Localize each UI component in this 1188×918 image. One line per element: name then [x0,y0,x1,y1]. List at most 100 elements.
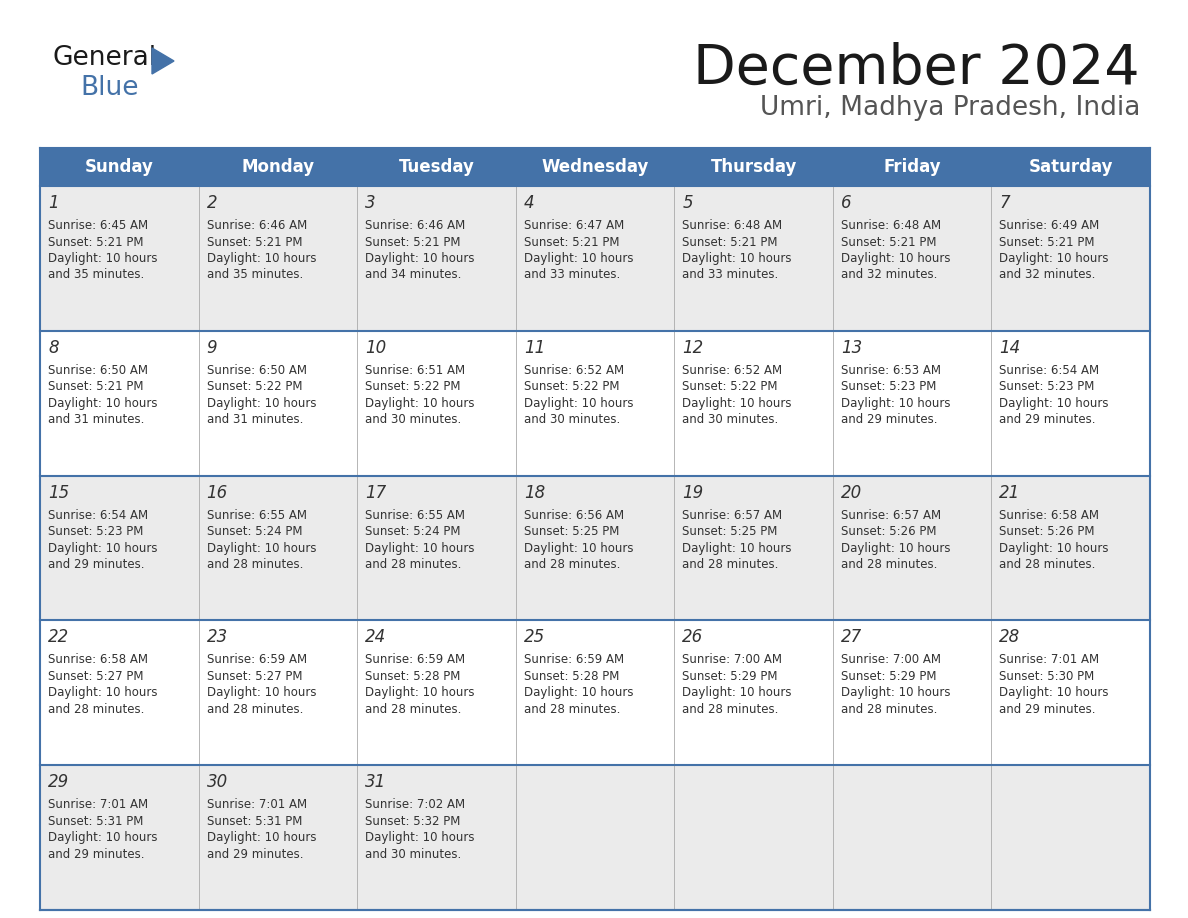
Text: and 35 minutes.: and 35 minutes. [207,268,303,282]
Text: 6: 6 [841,194,852,212]
Text: Daylight: 10 hours: Daylight: 10 hours [207,542,316,554]
Text: 5: 5 [682,194,693,212]
Text: Sunrise: 6:45 AM: Sunrise: 6:45 AM [48,219,148,232]
Text: Saturday: Saturday [1029,158,1113,176]
Text: 21: 21 [999,484,1020,501]
Text: Daylight: 10 hours: Daylight: 10 hours [682,397,791,409]
Text: Daylight: 10 hours: Daylight: 10 hours [841,687,950,700]
Text: Daylight: 10 hours: Daylight: 10 hours [524,687,633,700]
Text: 17: 17 [365,484,386,501]
Text: Sunset: 5:21 PM: Sunset: 5:21 PM [48,236,144,249]
Text: Sunset: 5:21 PM: Sunset: 5:21 PM [841,236,936,249]
Text: Blue: Blue [80,75,139,101]
Text: Daylight: 10 hours: Daylight: 10 hours [524,542,633,554]
Text: Sunset: 5:25 PM: Sunset: 5:25 PM [682,525,778,538]
Text: and 28 minutes.: and 28 minutes. [207,558,303,571]
Text: Daylight: 10 hours: Daylight: 10 hours [524,397,633,409]
Text: and 30 minutes.: and 30 minutes. [365,413,461,426]
Text: and 30 minutes.: and 30 minutes. [524,413,620,426]
Text: Daylight: 10 hours: Daylight: 10 hours [999,252,1108,265]
Bar [40,621,1150,766]
Text: Sunrise: 6:58 AM: Sunrise: 6:58 AM [999,509,1099,521]
Text: Sunrise: 6:49 AM: Sunrise: 6:49 AM [999,219,1100,232]
Text: Umri, Madhya Pradesh, India: Umri, Madhya Pradesh, India [759,95,1140,121]
Text: 22: 22 [48,629,69,646]
Text: and 30 minutes.: and 30 minutes. [365,847,461,861]
Polygon shape [152,48,173,74]
Text: 4: 4 [524,194,535,212]
Text: Sunset: 5:21 PM: Sunset: 5:21 PM [365,236,461,249]
Text: Sunrise: 6:50 AM: Sunrise: 6:50 AM [48,364,148,376]
Text: Tuesday: Tuesday [398,158,474,176]
Text: Daylight: 10 hours: Daylight: 10 hours [365,542,475,554]
Bar [40,476,1150,621]
Text: and 29 minutes.: and 29 minutes. [999,703,1095,716]
Text: Sunrise: 6:46 AM: Sunrise: 6:46 AM [207,219,307,232]
Text: Daylight: 10 hours: Daylight: 10 hours [207,252,316,265]
Text: Sunrise: 6:59 AM: Sunrise: 6:59 AM [365,654,466,666]
Text: Daylight: 10 hours: Daylight: 10 hours [207,831,316,845]
Text: Wednesday: Wednesday [542,158,649,176]
Text: Daylight: 10 hours: Daylight: 10 hours [48,831,158,845]
Text: December 2024: December 2024 [694,42,1140,96]
Text: Sunset: 5:24 PM: Sunset: 5:24 PM [207,525,302,538]
Text: Sunrise: 6:57 AM: Sunrise: 6:57 AM [682,509,783,521]
Text: Sunset: 5:21 PM: Sunset: 5:21 PM [48,380,144,393]
Text: Daylight: 10 hours: Daylight: 10 hours [48,252,158,265]
Text: Sunrise: 6:55 AM: Sunrise: 6:55 AM [365,509,466,521]
Text: Sunrise: 6:46 AM: Sunrise: 6:46 AM [365,219,466,232]
Text: and 29 minutes.: and 29 minutes. [207,847,303,861]
Text: 29: 29 [48,773,69,791]
Text: and 28 minutes.: and 28 minutes. [524,703,620,716]
Text: Daylight: 10 hours: Daylight: 10 hours [207,397,316,409]
Text: 7: 7 [999,194,1010,212]
Text: Daylight: 10 hours: Daylight: 10 hours [524,252,633,265]
Text: 2: 2 [207,194,217,212]
Text: Daylight: 10 hours: Daylight: 10 hours [48,397,158,409]
Text: Daylight: 10 hours: Daylight: 10 hours [841,542,950,554]
Text: 26: 26 [682,629,703,646]
Text: and 28 minutes.: and 28 minutes. [682,703,778,716]
Text: Sunrise: 7:00 AM: Sunrise: 7:00 AM [682,654,782,666]
Text: Sunrise: 6:58 AM: Sunrise: 6:58 AM [48,654,148,666]
Text: Sunrise: 6:57 AM: Sunrise: 6:57 AM [841,509,941,521]
Text: Sunset: 5:30 PM: Sunset: 5:30 PM [999,670,1094,683]
Text: Sunset: 5:27 PM: Sunset: 5:27 PM [48,670,144,683]
Text: Daylight: 10 hours: Daylight: 10 hours [48,687,158,700]
Text: 9: 9 [207,339,217,357]
Text: and 32 minutes.: and 32 minutes. [841,268,937,282]
Text: and 33 minutes.: and 33 minutes. [682,268,778,282]
Text: and 28 minutes.: and 28 minutes. [524,558,620,571]
Text: Sunset: 5:23 PM: Sunset: 5:23 PM [841,380,936,393]
Text: Sunrise: 7:00 AM: Sunrise: 7:00 AM [841,654,941,666]
Text: Sunrise: 6:52 AM: Sunrise: 6:52 AM [524,364,624,376]
Text: 11: 11 [524,339,545,357]
Text: Daylight: 10 hours: Daylight: 10 hours [682,687,791,700]
Text: Daylight: 10 hours: Daylight: 10 hours [841,397,950,409]
Text: Daylight: 10 hours: Daylight: 10 hours [682,252,791,265]
Text: and 29 minutes.: and 29 minutes. [48,558,145,571]
Text: Sunrise: 6:48 AM: Sunrise: 6:48 AM [682,219,783,232]
Text: Daylight: 10 hours: Daylight: 10 hours [207,687,316,700]
Text: and 29 minutes.: and 29 minutes. [999,413,1095,426]
Text: 20: 20 [841,484,862,501]
Text: 18: 18 [524,484,545,501]
Text: Sunset: 5:22 PM: Sunset: 5:22 PM [682,380,778,393]
Text: Sunset: 5:26 PM: Sunset: 5:26 PM [841,525,936,538]
Text: Sunset: 5:21 PM: Sunset: 5:21 PM [682,236,778,249]
Text: Sunrise: 7:01 AM: Sunrise: 7:01 AM [207,798,307,812]
Text: and 28 minutes.: and 28 minutes. [841,558,937,571]
Text: 25: 25 [524,629,545,646]
Bar [40,148,1150,186]
Text: 1: 1 [48,194,58,212]
Text: Daylight: 10 hours: Daylight: 10 hours [365,252,475,265]
Text: and 34 minutes.: and 34 minutes. [365,268,461,282]
Text: 23: 23 [207,629,228,646]
Text: Sunrise: 6:54 AM: Sunrise: 6:54 AM [48,509,148,521]
Text: Sunset: 5:24 PM: Sunset: 5:24 PM [365,525,461,538]
Text: and 28 minutes.: and 28 minutes. [841,703,937,716]
Text: Daylight: 10 hours: Daylight: 10 hours [841,252,950,265]
Text: and 28 minutes.: and 28 minutes. [365,703,461,716]
Text: Sunrise: 6:59 AM: Sunrise: 6:59 AM [207,654,307,666]
Text: Daylight: 10 hours: Daylight: 10 hours [365,397,475,409]
